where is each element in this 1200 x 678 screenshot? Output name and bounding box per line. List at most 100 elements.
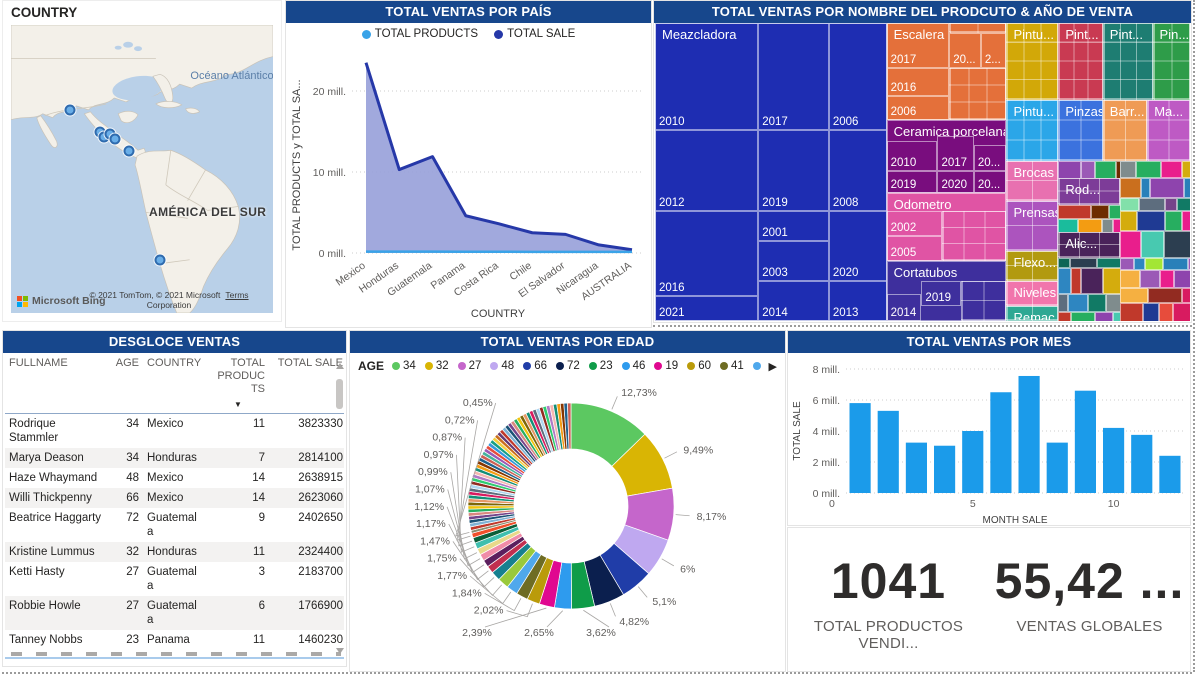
- legend-item[interactable]: 32: [424, 360, 449, 372]
- legend-item[interactable]: 66: [523, 360, 547, 372]
- treemap-filler[interactable]: [961, 280, 1007, 321]
- treemap-tile[interactable]: [1113, 312, 1121, 321]
- treemap-tile[interactable]: [1120, 198, 1140, 212]
- treemap-tile[interactable]: [1094, 312, 1114, 321]
- treemap-tile[interactable]: [1135, 160, 1161, 179]
- legend-item[interactable]: 48: [490, 360, 514, 372]
- treemap-tile[interactable]: [1159, 269, 1175, 289]
- treemap-cell[interactable]: 2008: [828, 130, 887, 211]
- treemap-mosaic[interactable]: [1058, 204, 1121, 232]
- partially-visible-row[interactable]: [5, 650, 344, 658]
- column-header[interactable]: FULLNAME: [9, 357, 68, 369]
- treemap-tile[interactable]: [1181, 288, 1190, 303]
- legend-item[interactable]: TOTAL SALE: [494, 28, 575, 40]
- treemap-group[interactable]: Meazcladora: [655, 23, 887, 321]
- treemap-cell[interactable]: 2017: [937, 136, 974, 171]
- treemap-tile[interactable]: [1070, 312, 1095, 321]
- bar-chart[interactable]: TOTAL SALE MONTH SALE 0 mill. 2 mill. 4 mi…: [788, 353, 1192, 527]
- bar[interactable]: [934, 445, 956, 493]
- total-products-card[interactable]: 1041 TOTAL PRODUCTOS VENDI...: [788, 528, 989, 671]
- treemap-cell[interactable]: 2014: [886, 294, 922, 321]
- treemap-cell[interactable]: 2016: [655, 210, 759, 296]
- treemap-tile[interactable]: [1058, 293, 1068, 313]
- scrollbar-thumb[interactable]: [336, 379, 343, 409]
- treemap-filler[interactable]: [949, 67, 1007, 121]
- treemap-filler[interactable]: [949, 23, 1007, 34]
- legend-item[interactable]: 65: [752, 360, 761, 372]
- treemap-cell[interactable]: 2005: [886, 235, 943, 261]
- legend-item[interactable]: 41: [719, 360, 744, 372]
- treemap-cell[interactable]: 2001: [758, 210, 829, 241]
- treemap-group[interactable]: Pinzas: [1058, 100, 1103, 161]
- treemap-tile[interactable]: [1139, 198, 1165, 212]
- treemap-tile[interactable]: [1070, 258, 1097, 268]
- treemap-cell[interactable]: 2002: [886, 210, 943, 236]
- treemap-tile[interactable]: [1078, 219, 1102, 232]
- treemap-group[interactable]: Pintu...: [1006, 23, 1059, 101]
- treemap[interactable]: Meazcladora 2010 2017 2006 2012 2019 2008 2016 2…: [655, 23, 1190, 321]
- treemap-group[interactable]: Flexo...: [1006, 250, 1059, 281]
- treemap-tile[interactable]: [1080, 267, 1103, 294]
- column-header[interactable]: COUNTRY: [147, 357, 202, 369]
- treemap-cell[interactable]: 2020: [937, 170, 974, 193]
- bar[interactable]: [1046, 442, 1068, 493]
- treemap-group[interactable]: Remac...: [1006, 306, 1059, 321]
- treemap-cell[interactable]: 2019: [921, 280, 961, 307]
- treemap-tile[interactable]: [1058, 312, 1071, 321]
- treemap-tile[interactable]: [1139, 269, 1160, 289]
- treemap-tile[interactable]: [1058, 219, 1079, 232]
- treemap-tile[interactable]: [1182, 211, 1190, 232]
- treemap-cell[interactable]: 2006: [828, 23, 887, 131]
- treemap-mosaic[interactable]: [1058, 258, 1121, 321]
- treemap-tile[interactable]: [1134, 257, 1145, 270]
- column-header[interactable]: AGE: [115, 357, 139, 369]
- treemap-mosaic[interactable]: [1120, 160, 1190, 321]
- treemap-filler[interactable]: [942, 210, 1007, 261]
- treemap-tile[interactable]: [1105, 293, 1121, 313]
- bing-map[interactable]: Océano Atlántico AMÉRICA DEL SUR © 2021 …: [11, 25, 273, 313]
- map-marker[interactable]: [154, 254, 166, 266]
- bar[interactable]: [1159, 455, 1181, 493]
- treemap-tile[interactable]: [1159, 302, 1173, 321]
- treemap-tile[interactable]: [1096, 258, 1121, 268]
- treemap-tile[interactable]: [1080, 160, 1096, 178]
- map-marker[interactable]: [64, 104, 76, 116]
- treemap-cell[interactable]: 20...: [973, 145, 1007, 171]
- treemap-tile[interactable]: [1120, 178, 1142, 199]
- treemap-tile[interactable]: [1165, 211, 1183, 232]
- treemap-cell[interactable]: 2016: [886, 67, 950, 96]
- bar[interactable]: [849, 403, 871, 493]
- treemap-tile[interactable]: [1164, 231, 1190, 258]
- bar[interactable]: [990, 392, 1012, 493]
- legend-item[interactable]: TOTAL PRODUCTS: [361, 28, 478, 40]
- treemap-tile[interactable]: [1140, 231, 1165, 258]
- table-row[interactable]: Beatrice Haggarty 72 Guatemala 9 2402650: [9, 512, 343, 538]
- legend-item[interactable]: 23: [588, 360, 613, 372]
- treemap-cell[interactable]: 2017: [758, 23, 829, 131]
- legend-item[interactable]: 19: [654, 360, 678, 372]
- bar[interactable]: [962, 431, 984, 493]
- table-row[interactable]: Robbie Howle 27 Guatemala 6 1766900: [5, 596, 344, 630]
- treemap-cell[interactable]: 2014: [758, 280, 829, 321]
- treemap-tile[interactable]: [1120, 269, 1140, 289]
- bar[interactable]: [1074, 390, 1096, 493]
- legend-item[interactable]: 27: [457, 360, 481, 372]
- map-marker[interactable]: [123, 145, 135, 157]
- treemap-tile[interactable]: [1058, 267, 1071, 294]
- treemap-tile[interactable]: [1120, 231, 1141, 258]
- treemap-tile[interactable]: [1164, 198, 1178, 212]
- bar[interactable]: [1103, 427, 1125, 493]
- treemap-cell[interactable]: 20...: [949, 33, 981, 68]
- legend-item[interactable]: 34: [392, 360, 416, 372]
- map-marker[interactable]: [109, 133, 121, 145]
- treemap-cell[interactable]: 2013: [828, 280, 887, 321]
- legend-item[interactable]: 46: [621, 360, 645, 372]
- legend-next-icon[interactable]: ▶: [768, 360, 777, 373]
- treemap-tile[interactable]: [1095, 160, 1117, 178]
- treemap-tile[interactable]: [1112, 219, 1121, 232]
- treemap-cell[interactable]: 2019: [886, 170, 938, 193]
- treemap-tile[interactable]: [1183, 178, 1190, 199]
- scroll-down-icon[interactable]: [336, 648, 344, 654]
- table-row[interactable]: Marya Deason 34 Honduras 7 2814100: [5, 448, 344, 468]
- treemap-group[interactable]: Cortatubos: [886, 260, 1007, 321]
